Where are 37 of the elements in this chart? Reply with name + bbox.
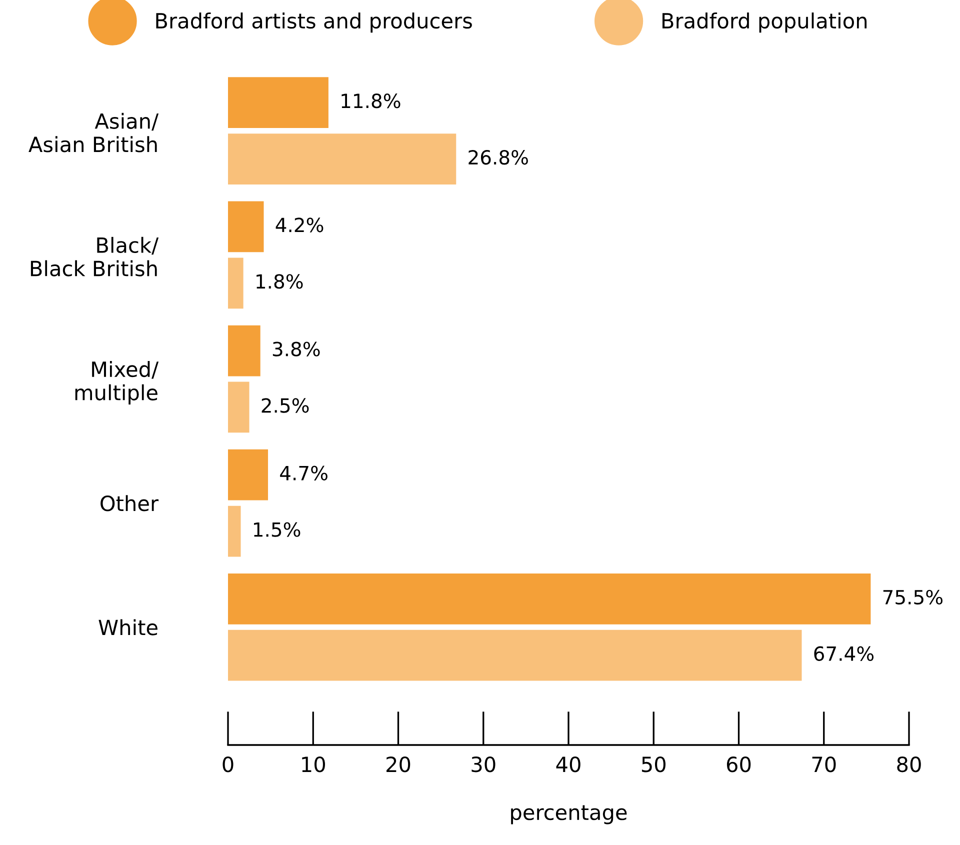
x-tick-label: 0 [222,756,234,772]
bar [228,325,260,376]
legend-label: Bradford artists and producers [156,12,472,33]
x-tick-label: 40 [556,756,580,772]
y-tick-label: White [98,619,158,636]
x-tick-label: 10 [302,756,325,772]
x-tick-label: 80 [897,756,921,772]
bar [228,449,268,500]
data-label: 4.7% [280,466,328,480]
y-tick-label: Black/ Black British [30,236,159,276]
x-tick-label: 30 [472,756,496,772]
bar [228,134,456,184]
bar [228,573,871,624]
bar [228,630,802,681]
bar [228,77,328,128]
bar [228,382,250,433]
y-tick-label: Asian/ Asian British [28,112,159,152]
x-tick-label: 60 [726,756,751,772]
bar [228,258,244,309]
bar [228,506,241,557]
data-label: 3.8% [272,342,320,356]
x-tick-label: 20 [386,756,410,772]
x-axis-title: percentage [511,805,627,824]
bar [228,201,264,252]
data-label: 1.8% [256,274,303,289]
x-tick-label: 70 [812,756,836,772]
data-label: 75.5% [883,590,942,605]
x-tick-label: 50 [642,756,666,772]
data-label: 1.5% [254,522,300,537]
y-tick-label: Other [100,495,159,512]
data-label: 4.2% [276,218,324,232]
y-tick-label: Mixed/ multiple [75,360,159,404]
data-label: 11.8% [342,94,400,108]
data-label: 67.4% [814,646,874,661]
legend-label: Bradford population [662,12,867,33]
data-label: 2.5% [262,398,309,413]
data-label: 26.8% [468,150,528,165]
